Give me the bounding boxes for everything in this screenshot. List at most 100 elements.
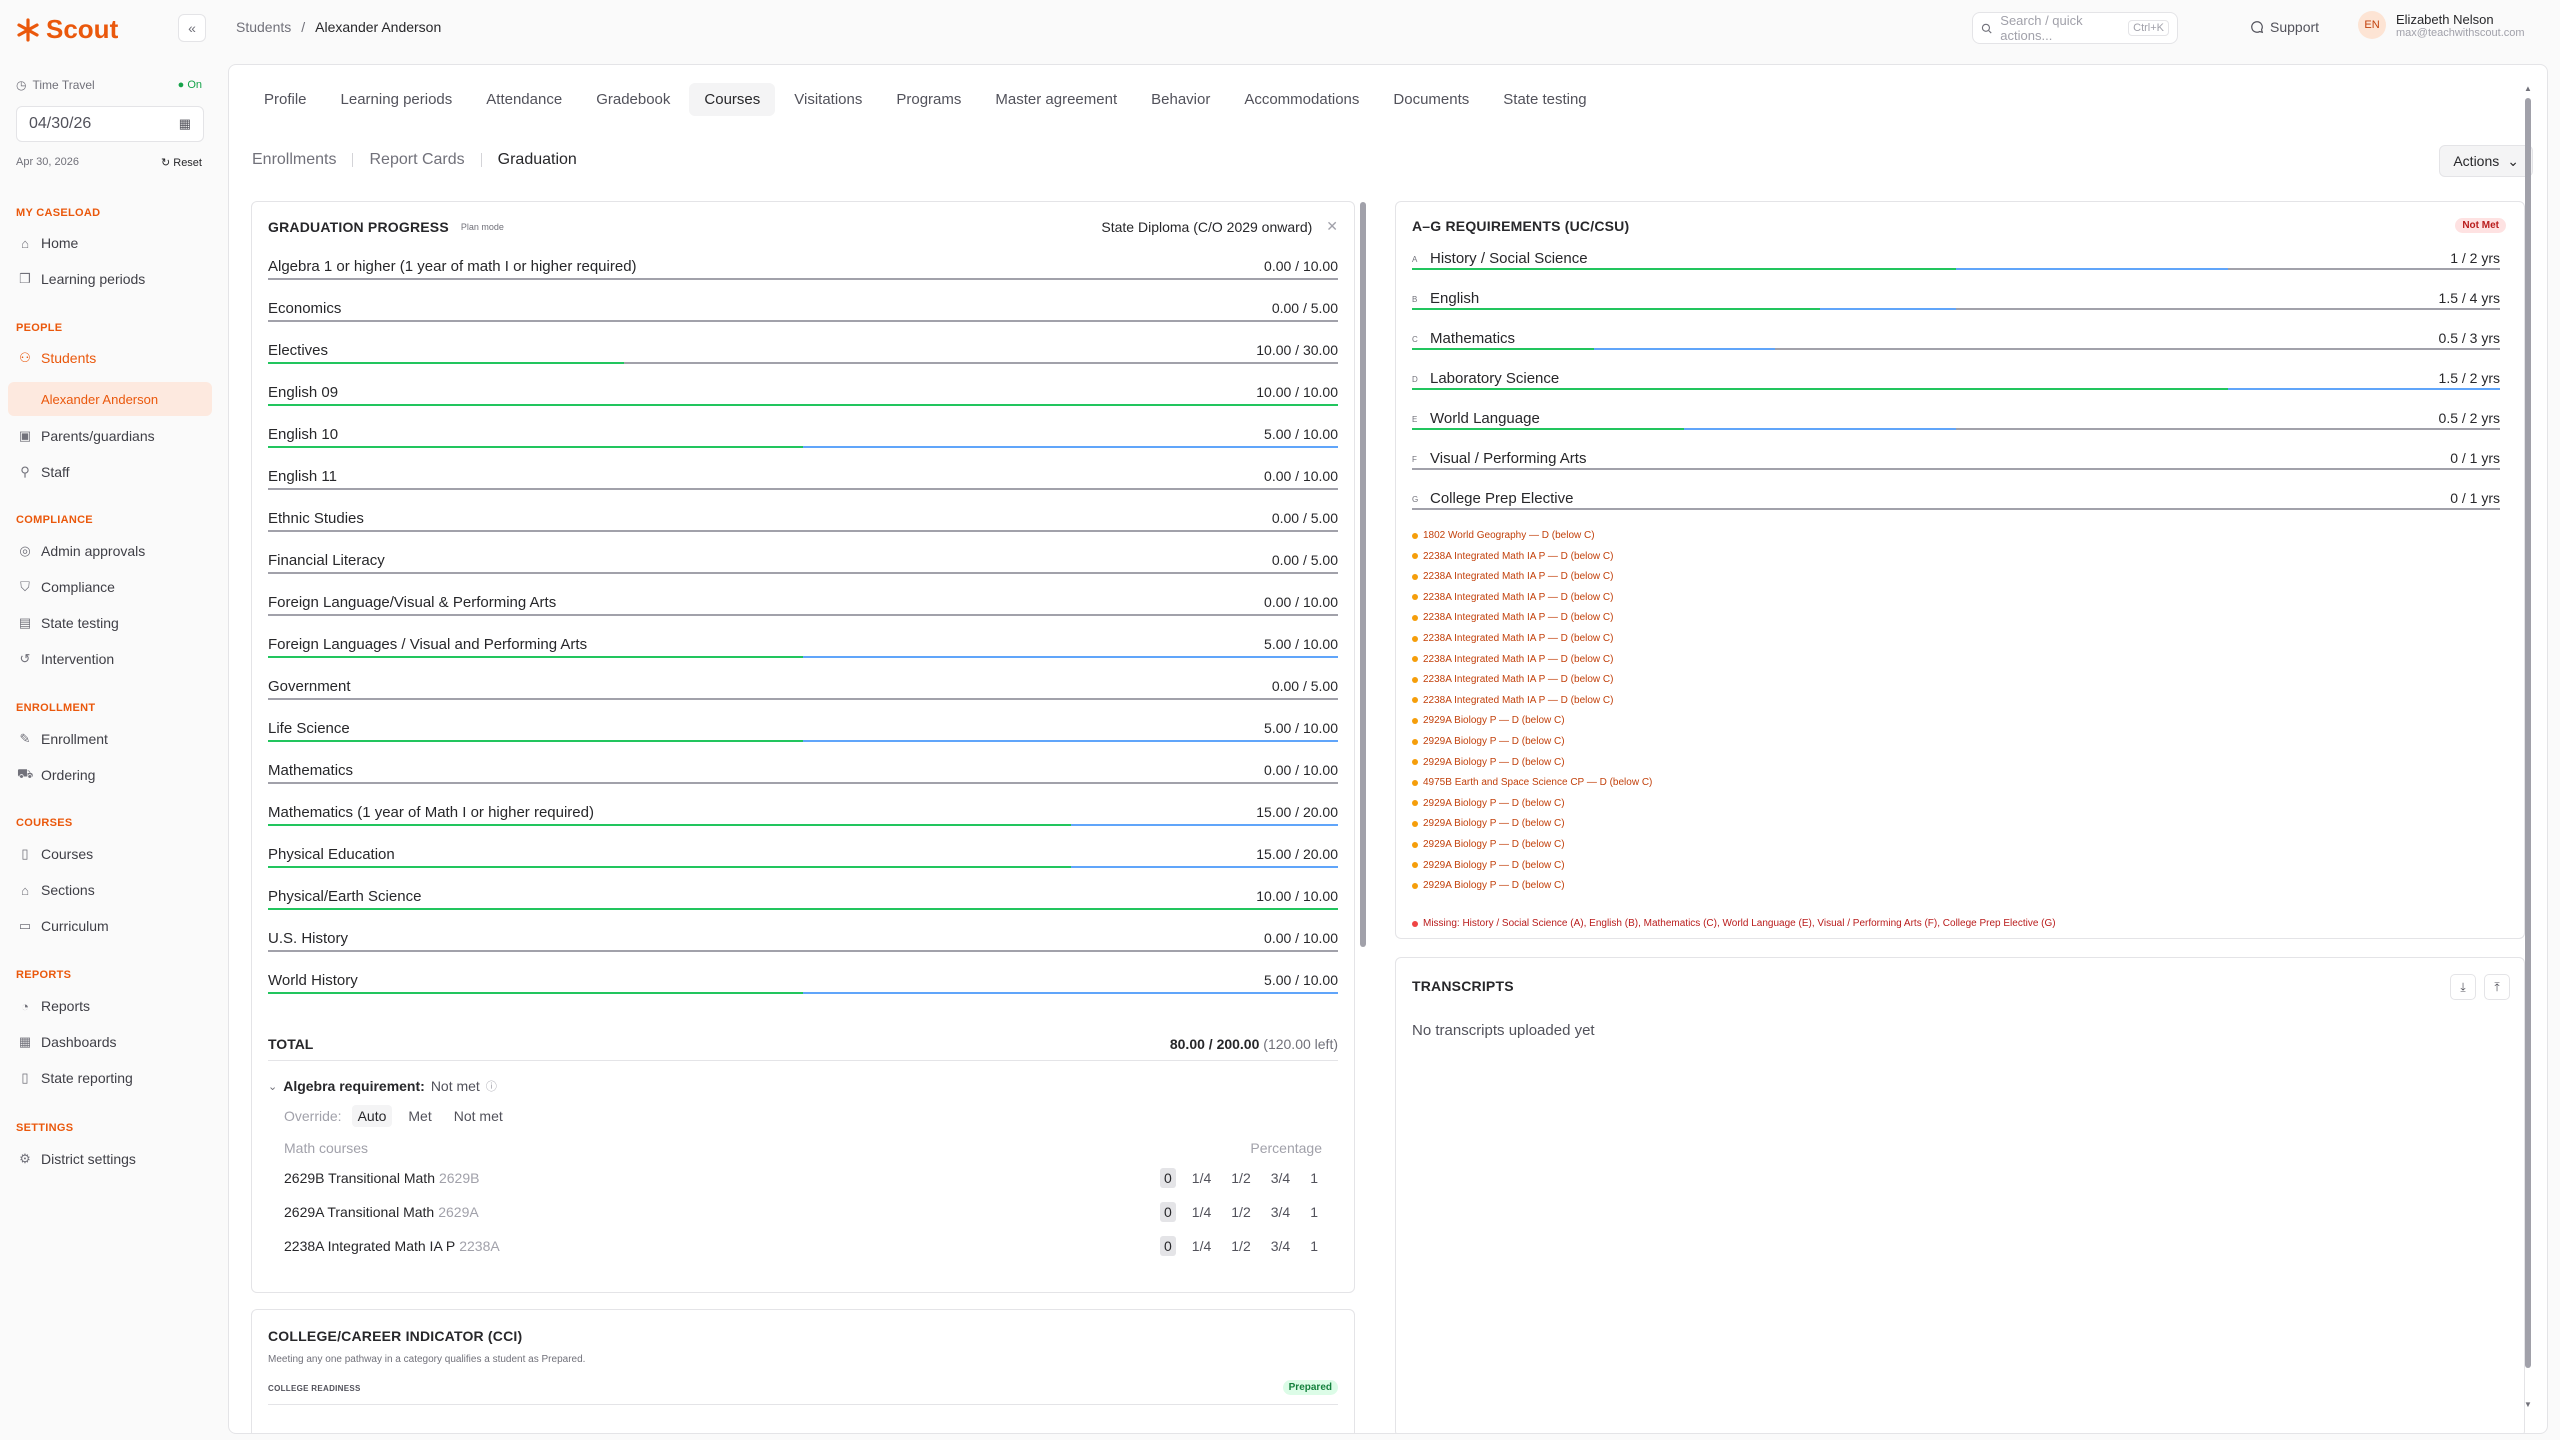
ag-row: E World Language 0.5 / 2 yrs: [1412, 410, 2500, 450]
override-auto[interactable]: Auto: [351, 1105, 393, 1127]
ag-progress-bar: [1412, 428, 2500, 430]
percentage-option[interactable]: 1/2: [1231, 1238, 1251, 1254]
plan-mode-label[interactable]: Plan mode: [460, 221, 504, 232]
tab-profile[interactable]: Profile: [264, 91, 307, 108]
requirement-value: 10.00 / 30.00: [1256, 342, 1338, 358]
nav-section-courses: COURSES: [16, 817, 73, 829]
warning-text: 2929A Biology P — D (below C): [1423, 880, 1565, 892]
info-icon[interactable]: ⓘ: [485, 1081, 497, 1093]
percentage-option[interactable]: 3/4: [1270, 1238, 1291, 1254]
warning-dot-icon: [1412, 697, 1418, 704]
percentage-option[interactable]: 0: [1160, 1168, 1176, 1188]
progress-in-progress: [1593, 348, 1776, 350]
sidebar-item-courses[interactable]: ▯ Courses: [8, 839, 212, 869]
user-menu[interactable]: EN Elizabeth Nelson max@teachwithscout.c…: [2358, 11, 2525, 39]
actions-button[interactable]: Actions ⌄: [2439, 145, 2533, 177]
percentage-option[interactable]: 1/2: [1231, 1170, 1251, 1186]
percentage-option[interactable]: 3/4: [1270, 1204, 1291, 1220]
ag-letter: A: [1412, 255, 1418, 264]
sidebar-item-state-reporting[interactable]: ▯ State reporting: [8, 1063, 212, 1093]
percentage-option[interactable]: 3/4: [1270, 1170, 1291, 1186]
subtab-enrollments[interactable]: Enrollments: [252, 151, 337, 168]
requirement-progress-bar: [268, 824, 1338, 826]
sidebar-item-district-settings[interactable]: ⚙ District settings: [8, 1144, 212, 1174]
reset-button[interactable]: ↻ Reset: [161, 156, 202, 169]
sidebar-item-enrollment[interactable]: ✎ Enrollment: [8, 724, 212, 754]
breadcrumb-students[interactable]: Students: [236, 19, 292, 35]
sidebar-item-dashboards[interactable]: ▦ Dashboards: [8, 1027, 212, 1057]
sidebar-item-sections[interactable]: ⌂ Sections: [8, 875, 212, 905]
graduation-scrollbar[interactable]: [1360, 202, 1366, 947]
percentage-option[interactable]: 0: [1160, 1236, 1176, 1256]
sidebar-item-curriculum[interactable]: ▭ Curriculum: [8, 911, 212, 941]
collapse-sidebar-button[interactable]: «: [178, 14, 206, 42]
sidebar-item-ordering[interactable]: ⛟ Ordering: [8, 760, 212, 790]
close-icon[interactable]: ✕: [1326, 218, 1338, 234]
tab-documents[interactable]: Documents: [1393, 91, 1470, 108]
sidebar-item-students[interactable]: ⚇ Students: [8, 343, 212, 373]
requirement-row: Life Science 5.00 / 10.00: [268, 720, 1338, 762]
sidebar-item-admin-approvals[interactable]: ◎ Admin approvals: [8, 536, 212, 566]
search-input[interactable]: Search / quick actions... Ctrl+K: [1972, 12, 2178, 44]
warning-dot-icon: [1412, 656, 1418, 663]
sidebar-item-home[interactable]: ⌂ Home: [8, 228, 212, 258]
override-not-met[interactable]: Not met: [453, 1108, 503, 1124]
algebra-requirement-toggle[interactable]: ⌄ Algebra requirement: Not met ⓘ: [268, 1078, 497, 1094]
download-button[interactable]: ⤓: [2450, 974, 2476, 1000]
requirement-row: U.S. History 0.00 / 10.00: [268, 930, 1338, 972]
requirement-name: Ethnic Studies: [268, 510, 364, 527]
double-chevron-left-icon: «: [188, 20, 196, 36]
percentage-option[interactable]: 1/4: [1191, 1170, 1212, 1186]
ag-progress-bar: [1412, 468, 2500, 470]
sidebar-item-learning-periods[interactable]: ❒ Learning periods: [8, 264, 212, 294]
percentage-options: 0 1/4 1/2 3/4 1: [1160, 1236, 1322, 1256]
percentage-option[interactable]: 0: [1160, 1202, 1176, 1222]
upload-button[interactable]: ⤒: [2484, 974, 2510, 1000]
scout-logo[interactable]: Scout: [16, 14, 118, 45]
warning-dot-icon: [1412, 841, 1418, 848]
sidebar-item-state-testing[interactable]: ▤ State testing: [8, 608, 212, 638]
percentage-option[interactable]: 1: [1310, 1204, 1318, 1220]
transcripts-title: TRANSCRIPTS: [1412, 978, 1514, 994]
tab-master-agreement[interactable]: Master agreement: [995, 91, 1118, 108]
time-travel-status[interactable]: ● On: [177, 79, 202, 91]
college-readiness-label: COLLEGE READINESS: [268, 1384, 361, 1393]
tab-learning-periods[interactable]: Learning periods: [340, 91, 453, 108]
diploma-selector[interactable]: State Diploma (C/O 2029 onward): [1101, 218, 1313, 235]
page-scrollbar[interactable]: [2525, 98, 2531, 1368]
percentage-option[interactable]: 1/2: [1231, 1204, 1251, 1220]
tab-state-testing[interactable]: State testing: [1503, 91, 1587, 108]
ag-name: Visual / Performing Arts: [1430, 450, 1587, 467]
subtab-graduation[interactable]: Graduation: [497, 151, 577, 168]
scroll-down-arrow-icon[interactable]: ▼: [2524, 1400, 2532, 1409]
requirement-name: Physical Education: [268, 846, 395, 863]
scroll-up-arrow-icon[interactable]: ▲: [2524, 84, 2532, 93]
tab-behavior[interactable]: Behavior: [1151, 91, 1211, 108]
override-met[interactable]: Met: [408, 1108, 432, 1124]
tab-programs[interactable]: Programs: [896, 91, 962, 108]
calendar-icon[interactable]: ▦: [178, 116, 191, 131]
sidebar-item-parents[interactable]: ▣ Parents/guardians: [8, 421, 212, 451]
ag-letter: E: [1412, 415, 1418, 424]
tab-accommodations[interactable]: Accommodations: [1244, 91, 1360, 108]
tab-visitations[interactable]: Visitations: [794, 91, 863, 108]
sidebar-item-current-student[interactable]: Alexander Anderson: [8, 382, 212, 416]
percentage-option[interactable]: 1/4: [1191, 1238, 1212, 1254]
requirement-progress-bar: [268, 950, 1338, 952]
progress-in-progress: [803, 740, 1338, 742]
sidebar-item-intervention[interactable]: ↺ Intervention: [8, 644, 212, 674]
time-travel-date-input[interactable]: 04/30/26 ▦: [16, 106, 204, 142]
tab-attendance[interactable]: Attendance: [486, 91, 563, 108]
subtab-report-cards[interactable]: Report Cards: [369, 151, 465, 168]
percentage-option[interactable]: 1/4: [1191, 1204, 1212, 1220]
sidebar-item-compliance[interactable]: ⛉ Compliance: [8, 572, 212, 602]
warning-text: 2929A Biology P — D (below C): [1423, 715, 1565, 727]
tab-gradebook[interactable]: Gradebook: [596, 91, 671, 108]
tab-courses[interactable]: Courses: [689, 83, 776, 116]
support-link[interactable]: Support: [2250, 19, 2319, 35]
warning-text: 4975B Earth and Space Science CP — D (be…: [1423, 777, 1653, 789]
percentage-option[interactable]: 1: [1310, 1170, 1318, 1186]
sidebar-item-staff[interactable]: ⚲ Staff: [8, 457, 212, 487]
sidebar-item-reports[interactable]: ◔ Reports: [8, 991, 212, 1021]
percentage-option[interactable]: 1: [1310, 1238, 1318, 1254]
